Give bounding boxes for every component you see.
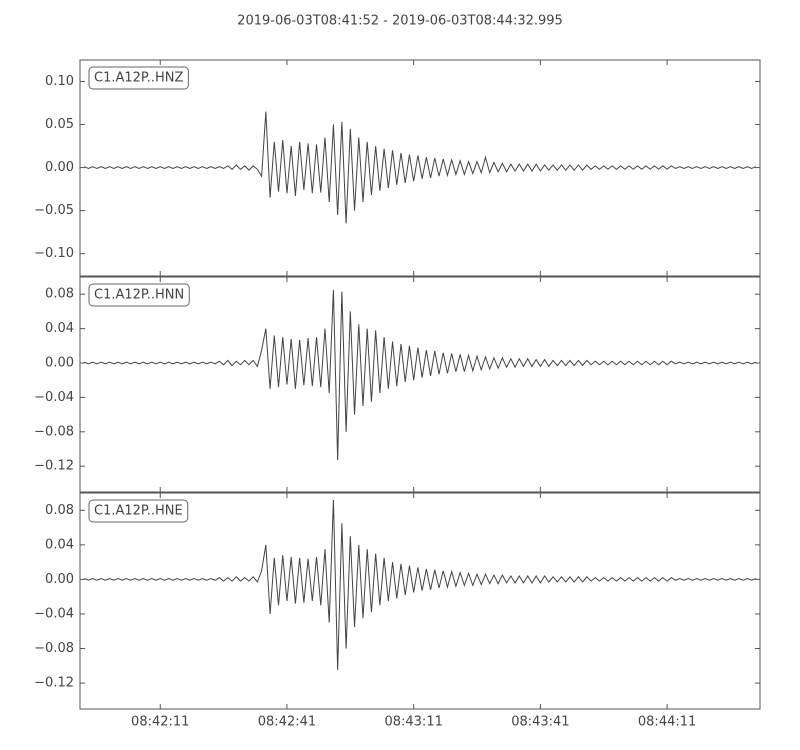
x-tick-label: 08:42:41 bbox=[258, 715, 316, 730]
y-tick-label: −0.04 bbox=[34, 390, 74, 405]
y-tick-label: 0.00 bbox=[45, 160, 74, 175]
trace-label-box bbox=[88, 499, 189, 523]
y-tick-label: 0.05 bbox=[45, 117, 74, 132]
trace-label: C1.A12P..HNN bbox=[94, 288, 184, 303]
x-tick-label: 08:44:11 bbox=[638, 715, 696, 730]
trace-label-box bbox=[88, 66, 189, 90]
panel-frame bbox=[79, 59, 761, 277]
trace bbox=[84, 499, 756, 671]
y-tick-label: 0.08 bbox=[45, 287, 74, 302]
y-tick-label: 0.10 bbox=[45, 74, 74, 89]
y-tick-label: 0.04 bbox=[45, 537, 74, 552]
x-tick-label: 08:42:11 bbox=[131, 715, 189, 730]
trace bbox=[84, 111, 756, 224]
y-tick-label: −0.12 bbox=[34, 676, 74, 691]
y-tick-label: −0.08 bbox=[34, 641, 74, 656]
x-tick-label: 08:43:41 bbox=[511, 715, 569, 730]
y-tick-label: −0.08 bbox=[34, 424, 74, 439]
y-tick-label: 0.00 bbox=[45, 572, 74, 587]
y-tick-label: 0.08 bbox=[45, 503, 74, 518]
y-tick-label: −0.05 bbox=[34, 203, 74, 218]
trace-label: C1.A12P..HNZ bbox=[94, 71, 183, 86]
y-tick-label: −0.04 bbox=[34, 606, 74, 621]
y-tick-label: −0.12 bbox=[34, 459, 74, 474]
x-tick-label: 08:43:11 bbox=[384, 715, 442, 730]
chart-title: 2019-06-03T08:41:52 - 2019-06-03T08:44:3… bbox=[237, 14, 563, 29]
panel-frame bbox=[79, 492, 761, 710]
trace-label-box bbox=[88, 283, 190, 307]
panel-frame bbox=[79, 276, 761, 493]
y-tick-label: −0.10 bbox=[34, 246, 74, 261]
y-tick-label: 0.04 bbox=[45, 321, 74, 336]
trace-label: C1.A12P..HNE bbox=[94, 504, 183, 519]
y-tick-label: 0.00 bbox=[45, 356, 74, 371]
trace bbox=[84, 289, 756, 461]
